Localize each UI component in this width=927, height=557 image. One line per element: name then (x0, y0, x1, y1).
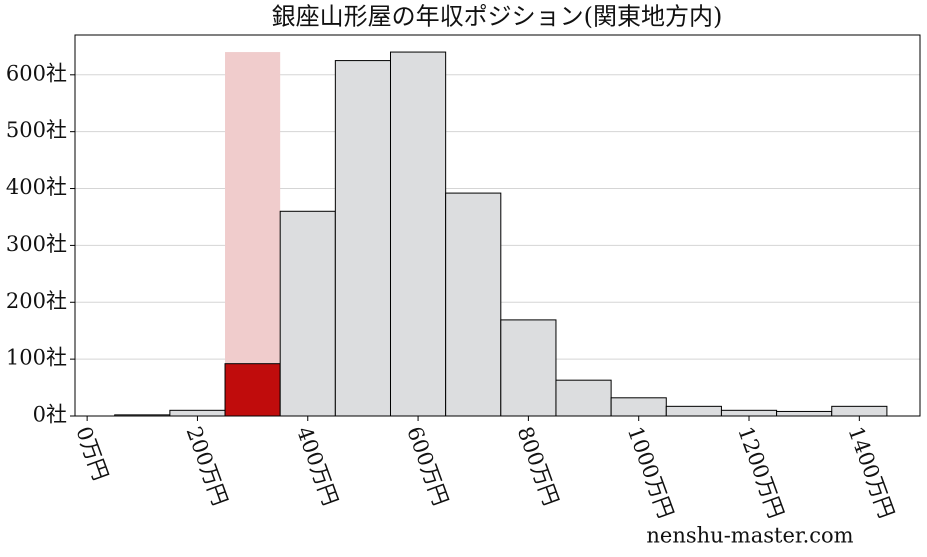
bar (720, 409, 778, 417)
watermark: nenshu-master.com (646, 524, 853, 548)
bar (500, 319, 557, 417)
bar (555, 379, 612, 417)
bar (334, 60, 391, 417)
highlight-band (225, 52, 281, 417)
x-tick-label: 800万円 (513, 423, 564, 508)
y-tick-label: 0社 (33, 403, 67, 427)
x-tick-label: 400万円 (292, 423, 343, 508)
y-tick-label: 600社 (6, 61, 67, 85)
bar (776, 410, 833, 417)
bar (445, 192, 502, 417)
bar (831, 405, 888, 417)
x-tick-label: 600万円 (402, 423, 453, 508)
bar (279, 210, 336, 417)
x-tick-label: 1200万円 (733, 423, 788, 521)
y-tick-label: 300社 (6, 232, 67, 256)
bar (610, 397, 667, 417)
bar (665, 405, 722, 417)
x-tick-label: 1400万円 (843, 423, 898, 521)
plot-frame (74, 34, 921, 417)
bar (224, 363, 281, 417)
bar (389, 51, 447, 417)
y-tick-label: 200社 (6, 289, 67, 313)
x-tick-label: 1000万円 (623, 423, 678, 521)
x-tick-label: 200万円 (182, 423, 233, 508)
x-tick-label: 0万円 (71, 423, 112, 483)
chart-title: 銀座山形屋の年収ポジション(関東地方内) (272, 3, 723, 31)
y-tick-label: 500社 (6, 118, 67, 142)
y-tick-label: 100社 (6, 346, 67, 370)
y-tick-label: 400社 (6, 175, 67, 199)
bar (169, 409, 226, 417)
